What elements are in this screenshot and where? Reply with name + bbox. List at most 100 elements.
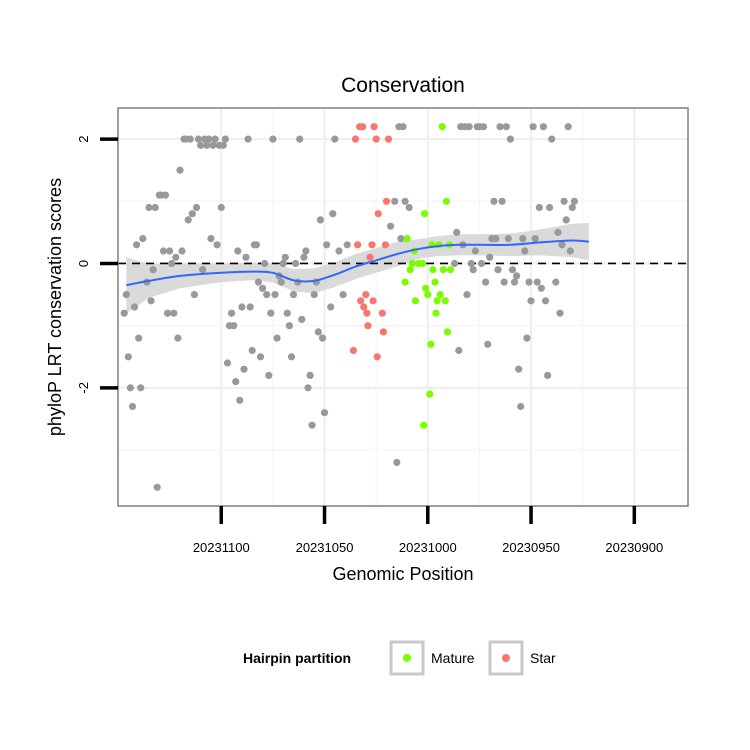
data-point-other bbox=[329, 210, 337, 218]
data-point-other bbox=[190, 291, 198, 299]
y-tick-label: 2 bbox=[76, 135, 91, 142]
legend-swatch-mature bbox=[403, 654, 411, 662]
data-point-other bbox=[453, 228, 461, 236]
data-point-other bbox=[504, 235, 512, 243]
data-point-other bbox=[265, 371, 273, 379]
data-point-mature bbox=[424, 291, 432, 299]
data-point-mature bbox=[439, 266, 447, 274]
data-point-other bbox=[285, 322, 293, 330]
data-point-other bbox=[223, 359, 232, 367]
data-point-other bbox=[467, 259, 475, 268]
data-point-mature bbox=[421, 210, 429, 218]
data-point-star bbox=[349, 346, 357, 355]
data-point-mature bbox=[441, 297, 449, 305]
data-point-other bbox=[176, 166, 184, 174]
data-point-other bbox=[126, 384, 134, 392]
data-point-other bbox=[519, 235, 527, 243]
data-point-other bbox=[271, 291, 279, 299]
data-point-other bbox=[170, 309, 178, 317]
data-point-other bbox=[219, 141, 227, 149]
data-point-other bbox=[541, 297, 550, 305]
legend-label-mature: Mature bbox=[431, 650, 475, 666]
y-axis-title: phyloP LRT conservation scores bbox=[45, 178, 65, 436]
data-point-other bbox=[120, 309, 128, 317]
data-point-other bbox=[267, 309, 275, 317]
data-point-other bbox=[506, 135, 514, 143]
data-point-mature bbox=[429, 266, 437, 274]
data-point-other bbox=[296, 135, 304, 143]
data-point-other bbox=[482, 278, 490, 286]
data-point-mature bbox=[422, 284, 430, 292]
data-point-other bbox=[492, 235, 500, 243]
data-point-other bbox=[568, 203, 576, 212]
data-point-other bbox=[484, 340, 492, 348]
data-point-other bbox=[199, 266, 207, 274]
data-point-mature bbox=[438, 123, 446, 131]
data-point-other bbox=[203, 141, 211, 149]
data-point-star bbox=[359, 123, 367, 131]
data-point-mature bbox=[411, 297, 419, 305]
chart-title: Conservation bbox=[341, 74, 465, 97]
data-point-other bbox=[194, 135, 203, 143]
data-point-other bbox=[405, 203, 413, 212]
x-axis-title: Genomic Position bbox=[332, 564, 473, 584]
data-point-other bbox=[133, 241, 141, 249]
data-point-other bbox=[153, 483, 161, 491]
data-point-other bbox=[537, 284, 546, 292]
data-point-other bbox=[479, 123, 488, 131]
legend: Hairpin partition Mature Star bbox=[243, 640, 556, 676]
data-point-other bbox=[209, 141, 217, 149]
y-tick-label: -2 bbox=[76, 382, 91, 394]
data-point-mature bbox=[420, 421, 428, 429]
data-point-other bbox=[455, 346, 463, 355]
data-point-other bbox=[186, 135, 194, 143]
data-point-mature bbox=[408, 259, 416, 268]
y-axis: -2 0 2 bbox=[76, 135, 118, 394]
data-point-other bbox=[508, 266, 517, 274]
data-point-mature bbox=[443, 328, 451, 336]
data-point-other bbox=[234, 247, 242, 255]
data-point-other bbox=[238, 303, 246, 311]
data-point-mature bbox=[433, 297, 441, 305]
data-point-other bbox=[570, 197, 579, 205]
data-point-other bbox=[135, 334, 143, 342]
data-point-other bbox=[566, 247, 574, 255]
data-point-mature bbox=[426, 390, 434, 398]
data-point-other bbox=[164, 309, 172, 317]
data-point-other bbox=[463, 291, 471, 299]
data-point-other bbox=[192, 203, 201, 212]
y-tick-label: 0 bbox=[76, 260, 91, 267]
data-point-other bbox=[137, 384, 145, 392]
data-point-other bbox=[401, 197, 409, 205]
data-point-other bbox=[289, 291, 298, 299]
panel-border bbox=[117, 107, 689, 507]
data-point-star bbox=[354, 241, 362, 249]
data-point-other bbox=[211, 135, 219, 143]
data-point-other bbox=[263, 291, 271, 299]
data-point-other bbox=[221, 135, 229, 143]
data-point-other bbox=[500, 278, 508, 286]
data-point-other bbox=[525, 278, 533, 286]
data-point-other bbox=[343, 241, 351, 249]
data-point-other bbox=[556, 309, 564, 317]
data-point-other bbox=[188, 210, 196, 218]
data-point-other bbox=[256, 353, 265, 361]
plot-panel bbox=[117, 107, 689, 507]
data-point-star bbox=[379, 328, 387, 336]
data-point-other bbox=[139, 235, 147, 243]
data-point-other bbox=[147, 297, 155, 305]
data-point-other bbox=[302, 247, 310, 255]
data-point-other bbox=[122, 291, 130, 299]
data-point-other bbox=[161, 191, 170, 199]
data-point-other bbox=[174, 334, 182, 342]
data-point-other bbox=[244, 135, 252, 143]
data-point-other bbox=[498, 197, 506, 205]
data-point-other bbox=[217, 203, 225, 212]
smooth-trend-line bbox=[126, 239, 589, 287]
data-point-mature bbox=[403, 235, 411, 243]
data-point-other bbox=[184, 216, 192, 224]
data-point-other bbox=[515, 365, 523, 373]
data-point-other bbox=[510, 278, 519, 286]
x-tick-label: 20231100 bbox=[193, 540, 250, 555]
